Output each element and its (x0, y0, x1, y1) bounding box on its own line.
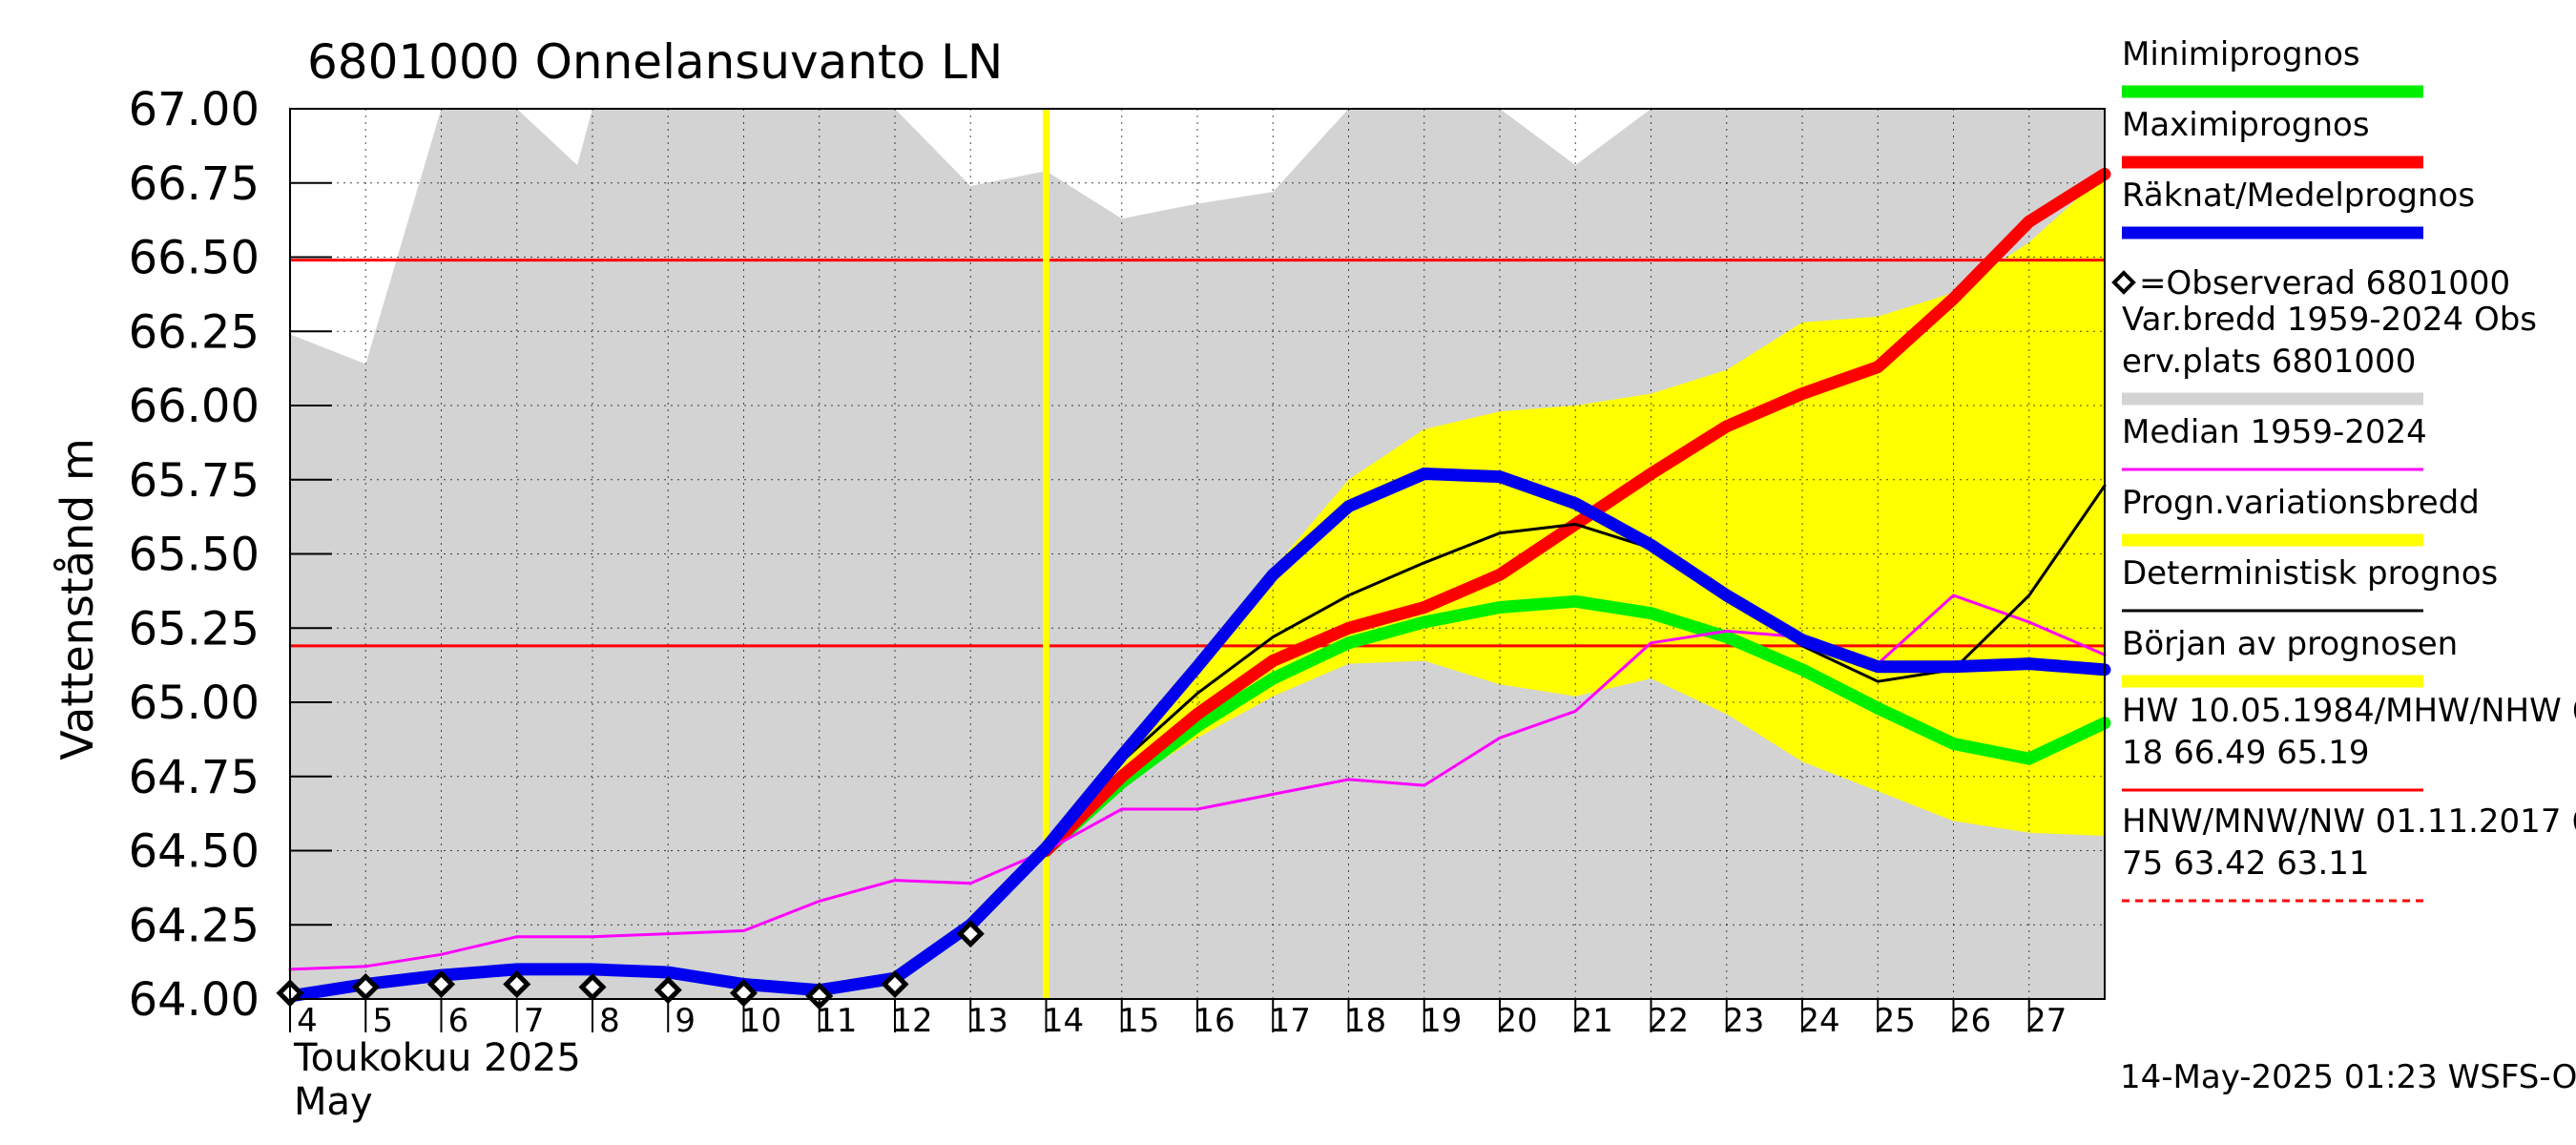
y-tick-label: 66.50 (129, 232, 260, 285)
x-tick-label: 13 (967, 1002, 1008, 1040)
y-tick-label: 65.25 (129, 602, 260, 656)
x-tick-label: 8 (599, 1002, 620, 1040)
x-tick-label: 7 (524, 1002, 545, 1040)
x-tick-label: 5 (372, 1002, 393, 1040)
band-historical-range (290, 109, 2105, 999)
x-tick-label: 6 (448, 1002, 469, 1040)
x-tick-label: 23 (1723, 1002, 1764, 1040)
legend-label: Räknat/Medelprognos (2122, 177, 2475, 215)
y-tick-label: 64.00 (129, 973, 260, 1027)
x-tick-label: 16 (1194, 1002, 1235, 1040)
x-tick-label: 21 (1572, 1002, 1613, 1040)
legend-label: Minimiprognos (2122, 35, 2360, 73)
x-tick-label: 18 (1345, 1002, 1386, 1040)
chart-title: 6801000 Onnelansuvanto LN (307, 34, 1003, 90)
series-line-minimiprognos (1040, 594, 2111, 857)
observed-point (351, 973, 380, 1002)
legend-label: Början av prognosen (2122, 625, 2458, 663)
legend: Minimiprognos Maximiprognos Räknat/Medelpr… (2111, 35, 2576, 903)
observed-point (578, 973, 607, 1002)
x-tick-label: 20 (1496, 1002, 1537, 1040)
observed-point (881, 969, 909, 998)
y-tick-label: 64.25 (129, 899, 260, 952)
x-tick-label: 4 (297, 1002, 318, 1040)
timestamp: 14-May-2025 01:23 WSFS-O (2120, 1058, 2576, 1096)
y-tick-label: 66.00 (129, 380, 260, 433)
y-tick-label: 65.00 (129, 677, 260, 730)
observed-point (503, 969, 531, 998)
x-tick-label: 12 (891, 1002, 932, 1040)
y-tick-label: 64.75 (129, 751, 260, 804)
observed-markers-layer (276, 920, 985, 1010)
y-tick-label: 66.75 (129, 157, 260, 211)
legend-label: HW 10.05.1984/MHW/NHW 68 (2122, 692, 2576, 730)
x-tick-label: 9 (675, 1002, 696, 1040)
x-tick-label: 26 (1950, 1002, 1991, 1040)
x-tick-label: 14 (1043, 1002, 1084, 1040)
observed-point (426, 969, 456, 998)
x-tick-label: 27 (2025, 1002, 2067, 1040)
x-tick-label: 25 (1875, 1002, 1916, 1040)
series-line-deterministisk-prognos (1045, 484, 2107, 852)
x-axis-month-en: May (294, 1080, 373, 1124)
legend-label: 18 66.49 65.19 (2122, 734, 2370, 772)
legend-label: erv.plats 6801000 (2122, 343, 2416, 381)
y-tick-label: 64.50 (129, 825, 260, 879)
x-tick-label: 10 (740, 1002, 781, 1040)
x-tick-label: 17 (1270, 1002, 1311, 1040)
y-axis-label: Vattenstånd m (52, 438, 103, 760)
legend-label: Var.bredd 1959-2024 Obs (2122, 301, 2537, 339)
observed-point (956, 920, 985, 948)
band-forecast-range (1046, 174, 2105, 851)
series-line-r-knat-medelprognos (283, 468, 2111, 1003)
legend-label: Deterministisk prognos (2122, 554, 2498, 593)
series-layer (283, 167, 2111, 1003)
y-tick-label: 65.75 (129, 454, 260, 508)
x-axis: 4 5 6 7 8 9 10 11 12 13 14 15 16 17 18 19 20 21 22 23 24 25 26… (289, 999, 2067, 1040)
x-tick-label: 22 (1648, 1002, 1689, 1040)
y-tick-label: 67.00 (129, 83, 260, 136)
y-tick-label: 66.25 (129, 305, 260, 359)
legend-label: Median 1959-2024 (2122, 413, 2427, 451)
x-tick-label: 15 (1118, 1002, 1159, 1040)
y-tick-label: 65.50 (129, 529, 260, 582)
x-tick-label: 19 (1421, 1002, 1462, 1040)
x-axis-month-fi: Toukokuu 2025 (293, 1036, 581, 1080)
legend-label: HNW/MNW/NW 01.11.2017 63 (2122, 802, 2576, 841)
x-tick-label: 24 (1798, 1002, 1839, 1040)
y-axis: 64.00 64.25 64.50 64.75 65.00 65.25 65.50 65.75… (129, 83, 332, 1027)
legend-label: 75 63.42 63.11 (2122, 844, 2370, 883)
legend-label: =Observerad 6801000 (2139, 264, 2510, 302)
bands-layer (290, 109, 2105, 999)
x-tick-label: 11 (816, 1002, 857, 1040)
legend-label: Maximiprognos (2122, 106, 2370, 144)
legend-label: Progn.variationsbredd (2122, 484, 2480, 522)
legend-marker-icon (2111, 270, 2136, 295)
